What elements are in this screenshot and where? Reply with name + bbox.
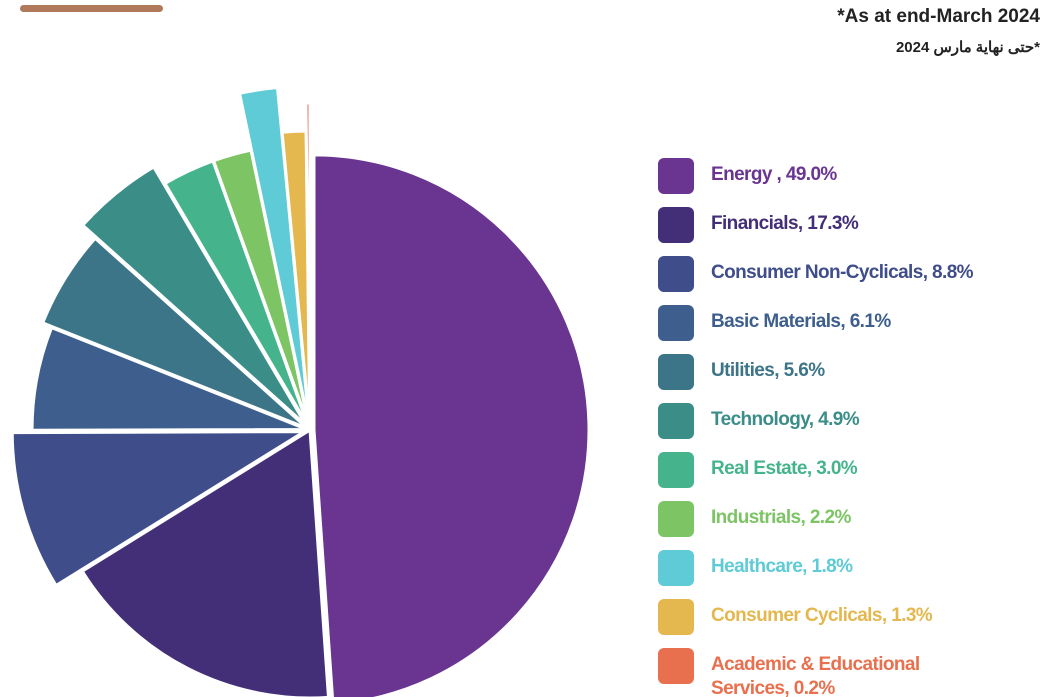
legend-swatch [658, 648, 694, 684]
legend-item: Real Estate, 3.0% [658, 452, 1011, 501]
legend-label: Consumer Non-Cyclicals, 8.8% [711, 262, 974, 283]
pie-slice [80, 427, 330, 697]
legend-label: Utilities, 5.6% [711, 360, 825, 381]
legend-swatch [658, 207, 694, 243]
legend-swatch [658, 256, 694, 292]
legend-swatch [658, 599, 694, 635]
accent-bar [20, 5, 163, 12]
note: *As at end-March 2024 [837, 6, 1040, 27]
legend-item: Consumer Cyclicals, 1.3% [658, 599, 1011, 648]
legend-swatch [658, 403, 694, 439]
legend-item: Utilities, 5.6% [658, 354, 1011, 403]
legend-label: Healthcare, 1.8% [711, 556, 853, 577]
note-arabic: *حتى نهاية مارس 2024 [895, 39, 1040, 56]
legend-item: Consumer Non-Cyclicals, 8.8% [658, 256, 1011, 305]
legend-swatch [658, 550, 694, 586]
legend-item: Energy , 49.0% [658, 158, 1011, 207]
pie-slice [237, 85, 311, 427]
legend-item: Healthcare, 1.8% [658, 550, 1011, 599]
legend-item: Basic Materials, 6.1% [658, 305, 1011, 354]
legend-swatch [658, 452, 694, 488]
legend-swatch [658, 158, 694, 194]
legend: Energy , 49.0% Financials, 17.3% Consumer … [658, 158, 1011, 697]
pie-slice [312, 153, 591, 697]
legend-label: Technology, 4.9% [711, 409, 860, 430]
legend-label: Energy , 49.0% [711, 164, 837, 185]
legend-swatch [658, 501, 694, 537]
legend-item: Technology, 4.9% [658, 403, 1011, 452]
pie-chart [10, 85, 591, 697]
legend-item: Academic & Educational Services, 0.2% [658, 648, 1011, 697]
legend-label: Real Estate, 3.0% [711, 458, 858, 479]
pie-slice [80, 164, 308, 427]
legend-label: Basic Materials, 6.1% [711, 311, 891, 332]
pie-slice [10, 430, 310, 588]
pie-slice [40, 236, 309, 430]
pie-slice [304, 101, 312, 429]
legend-label: Industrials, 2.2% [711, 507, 851, 528]
legend-label: Consumer Cyclicals, 1.3% [711, 605, 933, 626]
legend-label: Financials, 17.3% [711, 213, 859, 234]
legend-item: Industrials, 2.2% [658, 501, 1011, 550]
legend-item: Financials, 17.3% [658, 207, 1011, 256]
legend-label: Academic & Educational Services, 0.2% [711, 654, 920, 697]
legend-swatch [658, 354, 694, 390]
legend-swatch [658, 305, 694, 341]
